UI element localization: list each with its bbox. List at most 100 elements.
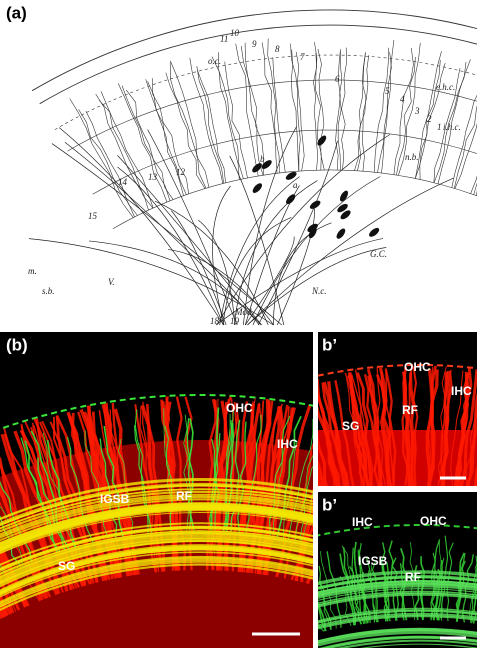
drawing-annotation: 14 — [118, 177, 128, 187]
structure-label: IHC — [277, 437, 298, 451]
sketch-fiber — [147, 81, 187, 195]
structure-label: IHC — [352, 515, 373, 529]
fiber — [334, 380, 355, 486]
fiber-bundle — [0, 537, 313, 586]
fiber-bundle — [360, 643, 477, 648]
sketch-fiber — [244, 42, 264, 176]
sketch-nerve — [51, 143, 282, 326]
sketch-fiber — [454, 105, 477, 189]
drawing-annotation: 6 — [335, 74, 340, 84]
sketch-fiber — [373, 47, 389, 173]
sketch-nerve — [215, 238, 384, 326]
fiber — [408, 368, 416, 486]
sketch-nerve — [273, 222, 332, 326]
sketch-nerve — [171, 210, 227, 326]
fiber — [13, 430, 69, 592]
fiber — [430, 571, 436, 621]
sketch-fiber — [433, 67, 461, 183]
drawing-annotation: 18 — [210, 316, 220, 326]
fiber — [366, 368, 382, 486]
sketch-fiber — [393, 47, 414, 175]
sketch-fiber — [95, 93, 149, 211]
fiber-bundle — [318, 590, 477, 605]
sketch-fiber — [165, 72, 206, 189]
panel-b-prime-bottom-bg — [318, 492, 477, 648]
drawing-annotation: 1 — [437, 122, 442, 132]
sketch-fiber — [224, 61, 248, 179]
sketch-fiber — [341, 47, 347, 171]
drawing-annotation: 13 — [148, 172, 158, 182]
sketch-fiber — [85, 110, 138, 216]
sketch-fiber — [69, 98, 134, 218]
drawing-annotation: m. — [28, 266, 37, 276]
drawing-annotation: V. — [108, 277, 115, 287]
sketch-nerve — [257, 140, 338, 326]
sketch-fiber — [196, 69, 226, 183]
fiber-bundle — [0, 502, 313, 547]
fiber-bundle — [0, 561, 313, 608]
drawing-annotation: a — [293, 180, 298, 190]
fiber-bundle — [318, 579, 477, 593]
fiber — [237, 421, 247, 532]
drawing-annotation: Mod. — [234, 307, 254, 317]
sketch-nerve — [198, 219, 236, 326]
fiber — [378, 367, 392, 486]
fiber — [349, 372, 369, 486]
structure-label: OHC — [420, 514, 447, 528]
fiber — [327, 381, 350, 486]
panel-a-drawing — [28, 9, 477, 326]
sketch-fiber — [335, 51, 341, 171]
ganglion-cell — [336, 228, 346, 239]
sketch-fiber — [170, 60, 210, 188]
sketch-arc — [54, 54, 477, 130]
drawing-annotation: s.b. — [42, 286, 55, 296]
drawing-annotation: 9 — [252, 39, 257, 49]
drawing-annotation: 8 — [275, 44, 280, 54]
fiber — [376, 367, 387, 486]
fiber-bundle — [0, 547, 313, 596]
fiber-bundle — [0, 490, 313, 533]
sketch-fiber — [290, 43, 301, 172]
fiber-bundle — [318, 630, 477, 647]
structure-label: IGSB — [358, 554, 388, 568]
fiber — [187, 418, 195, 531]
drawing-annotation: 12 — [176, 167, 186, 177]
sketch-fiber — [290, 49, 299, 172]
fiber — [230, 419, 241, 532]
structure-label: OHC — [404, 360, 431, 374]
fiber-bundle — [318, 588, 477, 601]
sketch-fiber — [317, 48, 325, 171]
fiber — [380, 371, 392, 486]
fiber — [344, 372, 365, 486]
fiber — [384, 368, 397, 486]
fiber — [356, 372, 373, 486]
fiber-bundle — [0, 505, 313, 550]
sketch-nerve — [147, 129, 238, 326]
drawing-annotation: o.c. — [208, 56, 221, 66]
panel-label: (b) — [6, 335, 28, 354]
fiber — [118, 438, 134, 536]
sketch-nerve — [242, 126, 297, 326]
structure-label: SG — [58, 559, 75, 573]
ganglion-cell — [286, 194, 296, 205]
fiber — [282, 440, 298, 538]
sketch-fiber — [295, 51, 305, 171]
fiber — [214, 433, 221, 531]
panel-label: b’ — [322, 495, 337, 514]
ganglion-cell — [285, 171, 297, 180]
sketch-fiber — [337, 49, 343, 171]
sketch-nerve — [222, 217, 292, 326]
fiber-bundle — [318, 585, 477, 599]
fiber — [473, 465, 477, 486]
sketch-fiber — [126, 89, 174, 200]
fiber — [348, 373, 366, 486]
sketch-fiber — [451, 94, 477, 188]
fiber — [318, 388, 341, 486]
fiber — [460, 369, 477, 486]
panel-a-bg — [0, 0, 477, 330]
sketch-arc — [39, 24, 477, 105]
structure-label: RF — [176, 489, 192, 503]
ganglion-cell — [309, 200, 321, 209]
